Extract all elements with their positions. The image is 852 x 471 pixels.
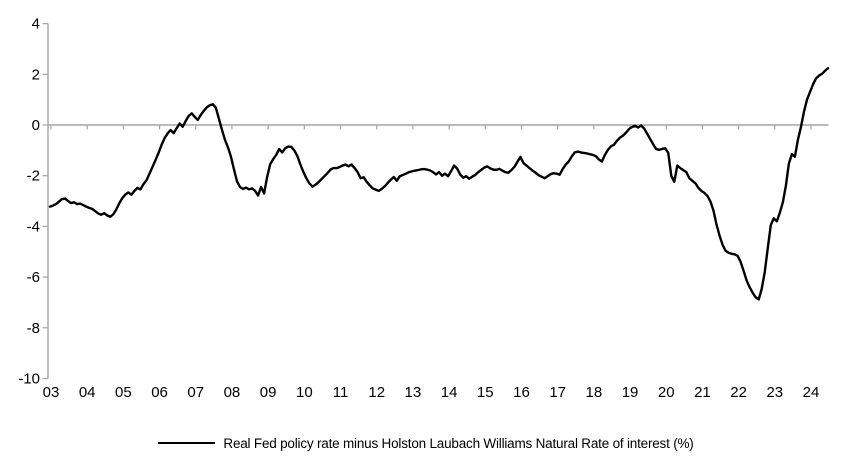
y-axis-label--8: -8 [27, 320, 40, 337]
y-axis-label-0: 0 [32, 117, 40, 134]
x-axis-label-11: 11 [333, 384, 349, 401]
x-axis-label-10: 10 [296, 384, 313, 401]
x-axis-label-06: 06 [151, 384, 168, 401]
data-line-real-fed-policy-rate [48, 67, 830, 301]
x-axis-label-15: 15 [477, 384, 494, 401]
x-axis-label-03: 03 [43, 384, 60, 401]
x-axis-label-18: 18 [586, 384, 603, 401]
y-axis-label--6: -6 [27, 269, 40, 286]
y-axis-label--4: -4 [27, 218, 40, 235]
x-axis-label-13: 13 [405, 384, 422, 401]
x-axis-label-22: 22 [730, 384, 747, 401]
x-axis-label-17: 17 [549, 384, 566, 401]
x-axis-label-14: 14 [441, 384, 458, 401]
x-axis-label-05: 05 [115, 384, 132, 401]
y-axis-label--2: -2 [27, 168, 40, 185]
legend-label: Real Fed policy rate minus Holston Lauba… [223, 435, 694, 451]
x-axis-label-04: 04 [79, 384, 96, 401]
x-axis-label-21: 21 [694, 384, 711, 401]
x-axis-label-07: 07 [187, 384, 204, 401]
legend-line-swatch [158, 442, 216, 444]
y-axis-label-4: 4 [32, 16, 40, 33]
x-axis-label-12: 12 [368, 384, 385, 401]
y-axis-label-2: 2 [32, 66, 40, 83]
x-axis-label-16: 16 [513, 384, 530, 401]
x-axis-label-24: 24 [803, 384, 820, 401]
x-axis-label-23: 23 [766, 384, 783, 401]
x-axis-label-08: 08 [224, 384, 241, 401]
x-axis-label-20: 20 [658, 384, 675, 401]
legend: Real Fed policy rate minus Holston Lauba… [0, 431, 852, 455]
line-chart-plot-area: 03 04 05 06 07 08 09 10 11 12 13 14 15 16 17 18 19 20 21 22… [18, 16, 830, 401]
y-axis-label--10: -10 [18, 371, 40, 388]
x-axis-label-09: 09 [260, 384, 277, 401]
x-axis-label-19: 19 [622, 384, 639, 401]
